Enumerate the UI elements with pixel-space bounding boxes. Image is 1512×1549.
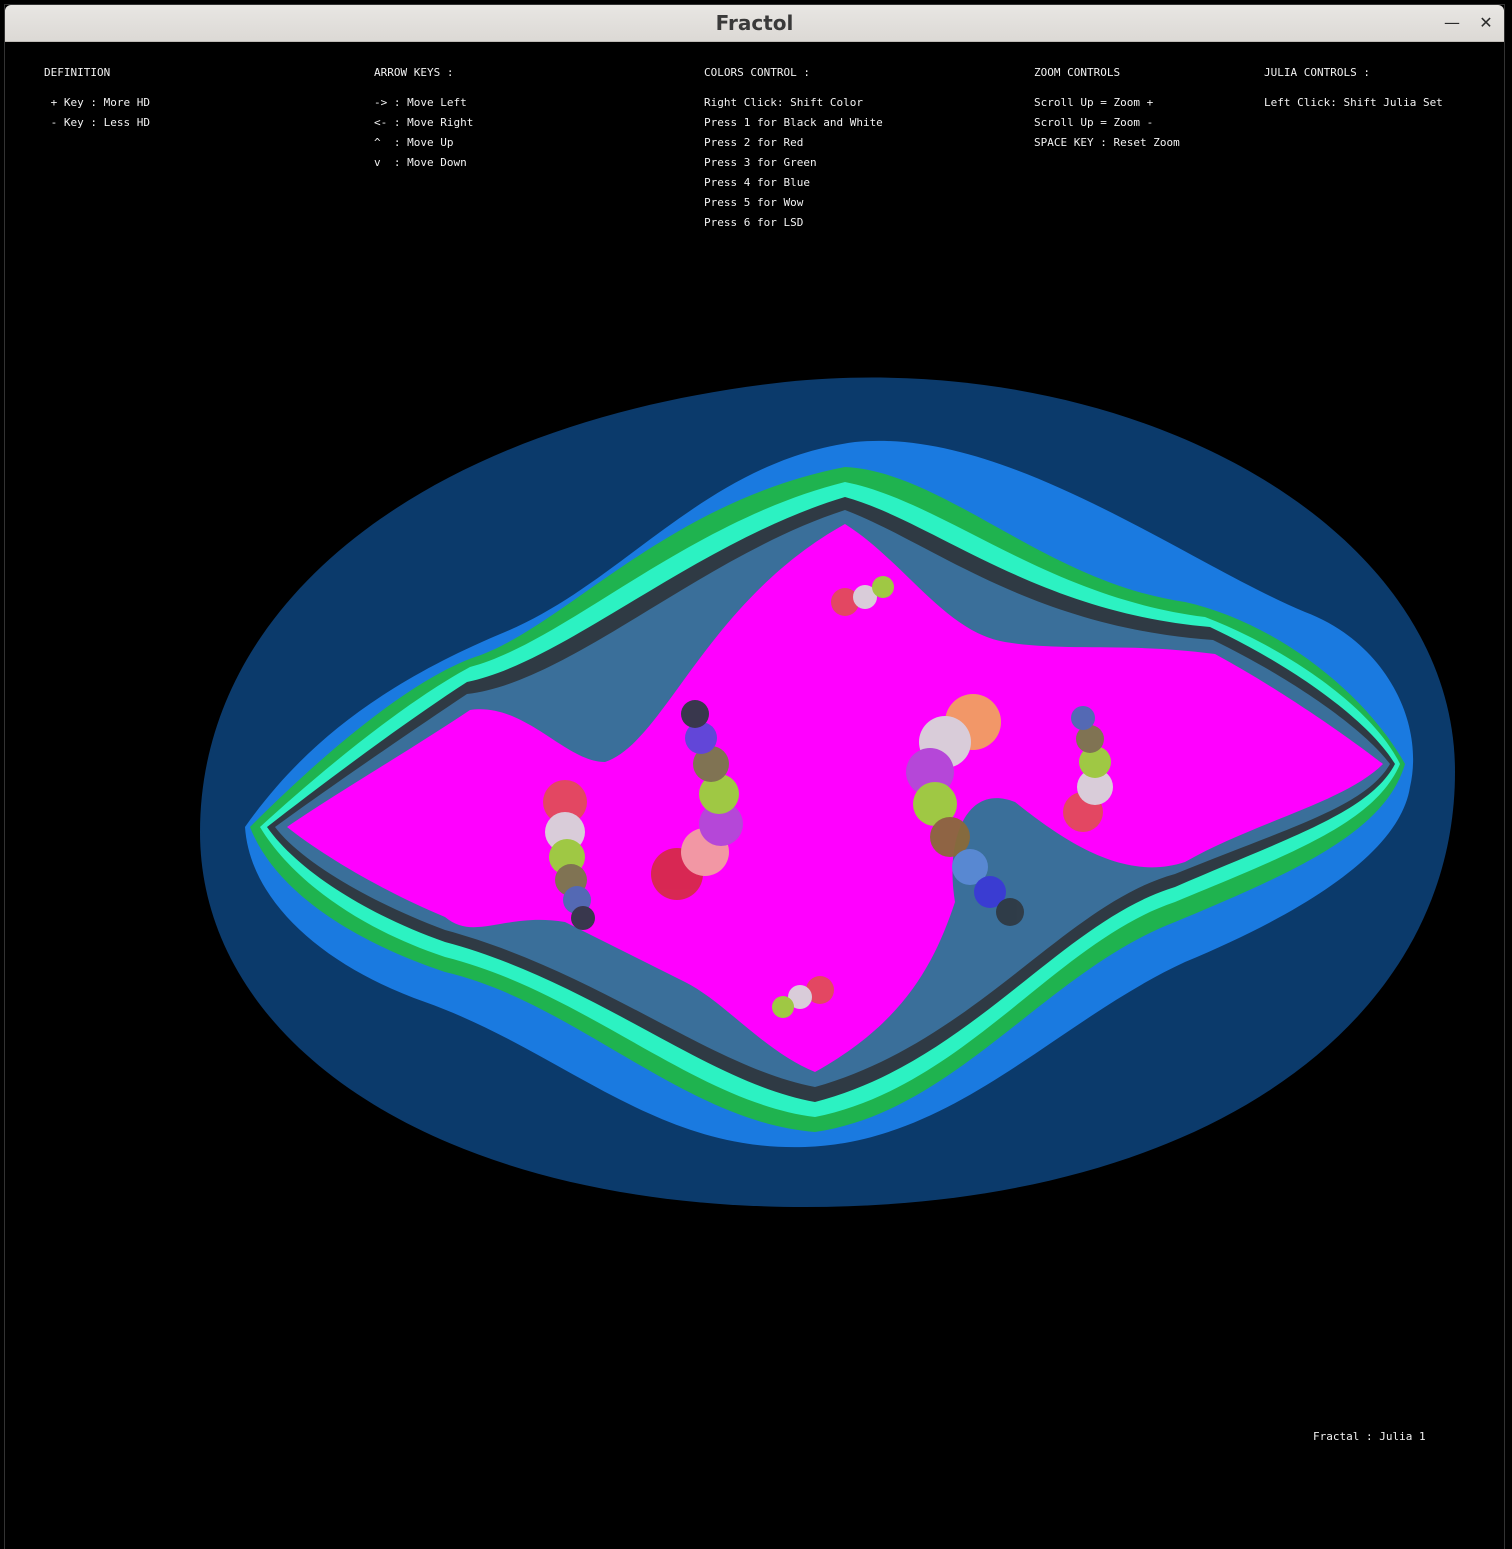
fractal-spiral-center-left bbox=[651, 700, 743, 900]
fractol-window: Fractol — ✕ bbox=[5, 5, 1504, 1549]
help-zoom-line: Scroll Up = Zoom + bbox=[1034, 96, 1154, 109]
fractal-canvas[interactable]: DEFINITION + Key : More HD - Key : Less … bbox=[5, 42, 1504, 1549]
help-colors-line: Press 1 for Black and White bbox=[704, 116, 883, 129]
minimize-icon[interactable]: — bbox=[1444, 13, 1460, 32]
fractal-status: Fractal : Julia 1 bbox=[1313, 1430, 1426, 1443]
window-title: Fractol bbox=[715, 11, 794, 35]
help-definition: DEFINITION + Key : More HD - Key : Less … bbox=[44, 42, 150, 129]
help-julia: JULIA CONTROLS : Left Click: Shift Julia… bbox=[1264, 42, 1443, 109]
help-zoom-line: SPACE KEY : Reset Zoom bbox=[1034, 136, 1180, 149]
help-arrow-keys-line: v : Move Down bbox=[374, 156, 467, 169]
fractal-spiral-bottom bbox=[772, 976, 834, 1018]
help-arrow-keys-line: -> : Move Left bbox=[374, 96, 467, 109]
close-icon[interactable]: ✕ bbox=[1479, 13, 1493, 32]
fractal-core bbox=[287, 524, 1383, 1072]
help-colors-line: Press 4 for Blue bbox=[704, 176, 810, 189]
help-colors-heading: COLORS CONTROL : bbox=[704, 66, 810, 79]
help-julia-line: Left Click: Shift Julia Set bbox=[1264, 96, 1443, 109]
help-colors-line: Right Click: Shift Color bbox=[704, 96, 863, 109]
title-bar[interactable]: Fractol — ✕ bbox=[5, 5, 1504, 42]
fractal-spiral-top bbox=[831, 576, 894, 616]
help-definition-line: + Key : More HD bbox=[44, 96, 150, 109]
help-colors: COLORS CONTROL : Right Click: Shift Colo… bbox=[704, 42, 883, 229]
help-julia-heading: JULIA CONTROLS : bbox=[1264, 66, 1370, 79]
help-arrow-keys: ARROW KEYS : -> : Move Left <- : Move Ri… bbox=[374, 42, 473, 169]
julia-fractal-image[interactable] bbox=[5, 42, 1504, 1549]
fractal-spiral-left bbox=[543, 780, 595, 930]
help-definition-heading: DEFINITION bbox=[44, 66, 111, 79]
help-definition-line: - Key : Less HD bbox=[44, 116, 150, 129]
help-colors-line: Press 5 for Wow bbox=[704, 196, 804, 209]
help-arrow-keys-line: ^ : Move Up bbox=[374, 136, 454, 149]
fractal-spiral-center-right bbox=[906, 694, 1024, 926]
help-arrow-keys-line: <- : Move Right bbox=[374, 116, 474, 129]
fractal-spiral-right bbox=[1063, 706, 1113, 832]
help-colors-line: Press 6 for LSD bbox=[704, 216, 804, 229]
help-arrow-keys-heading: ARROW KEYS : bbox=[374, 66, 454, 79]
help-colors-line: Press 2 for Red bbox=[704, 136, 804, 149]
help-zoom-heading: ZOOM CONTROLS bbox=[1034, 66, 1121, 79]
help-zoom: ZOOM CONTROLS Scroll Up = Zoom + Scroll … bbox=[1034, 42, 1180, 149]
help-zoom-line: Scroll Up = Zoom - bbox=[1034, 116, 1154, 129]
help-colors-line: Press 3 for Green bbox=[704, 156, 817, 169]
